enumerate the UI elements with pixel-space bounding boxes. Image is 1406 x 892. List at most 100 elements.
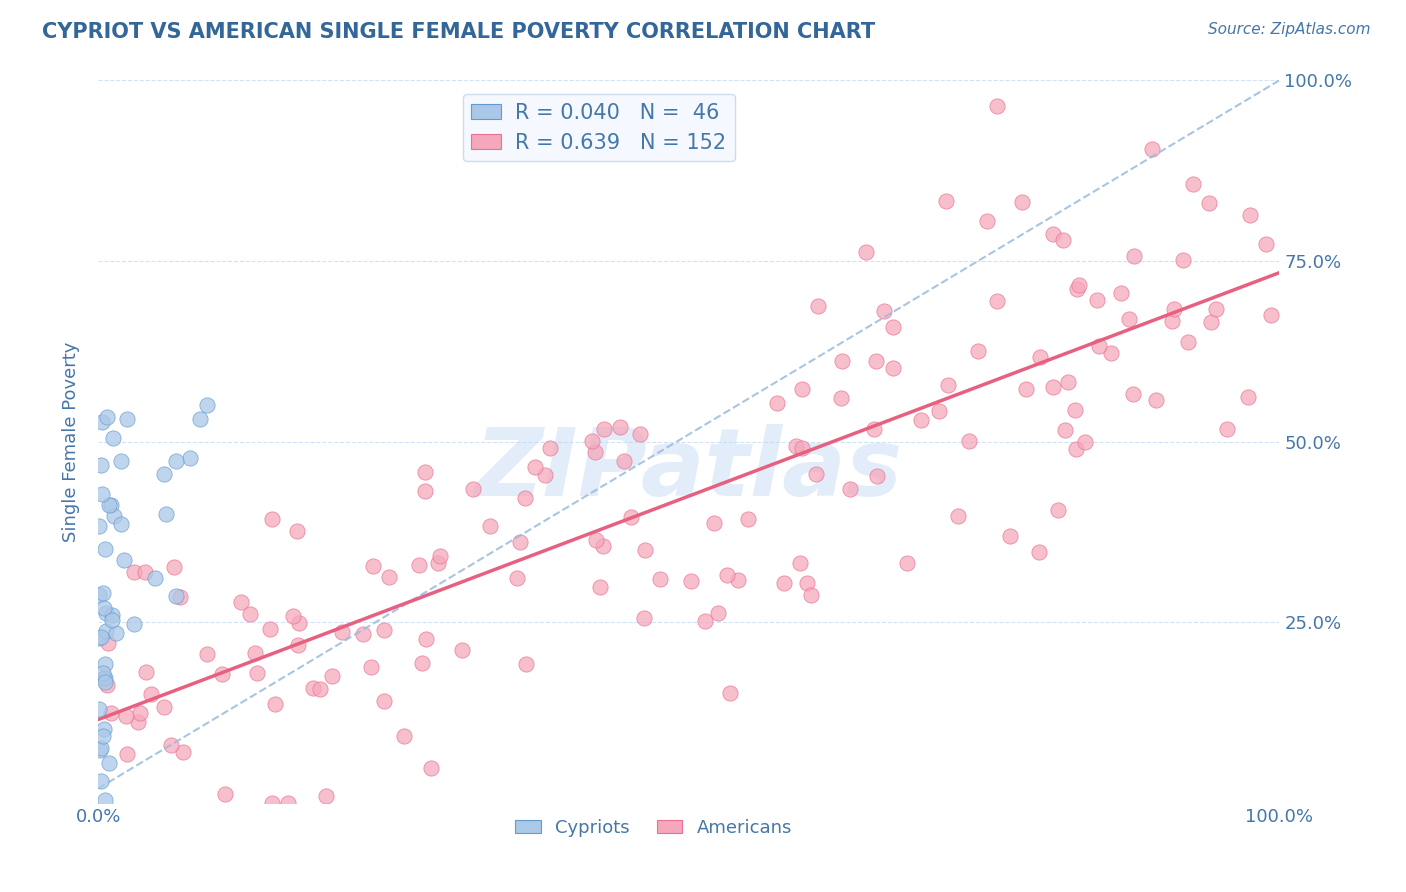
Point	[214, 787, 236, 801]
Point	[634, 543, 657, 558]
Point	[1085, 293, 1108, 308]
Point	[246, 666, 269, 681]
Point	[1237, 391, 1260, 405]
Point	[773, 575, 796, 590]
Point	[1254, 237, 1277, 252]
Point	[1074, 434, 1097, 449]
Point	[90, 630, 112, 644]
Point	[583, 444, 606, 458]
Point	[315, 789, 337, 803]
Point	[461, 482, 484, 496]
Point	[538, 442, 561, 456]
Point	[592, 540, 614, 554]
Point	[1057, 375, 1080, 389]
Point	[141, 687, 163, 701]
Point	[620, 509, 643, 524]
Point	[1087, 339, 1109, 353]
Point	[986, 294, 1008, 309]
Point	[1042, 227, 1064, 242]
Point	[285, 524, 308, 538]
Point	[415, 632, 437, 647]
Point	[195, 647, 218, 661]
Point	[1064, 403, 1087, 417]
Point	[936, 377, 959, 392]
Point	[135, 665, 157, 680]
Point	[93, 601, 115, 615]
Point	[807, 299, 830, 313]
Point	[94, 793, 117, 807]
Point	[93, 674, 115, 689]
Point	[1161, 314, 1184, 328]
Point	[1066, 282, 1088, 296]
Point	[101, 431, 124, 445]
Point	[873, 303, 896, 318]
Point	[910, 412, 932, 426]
Point	[264, 698, 287, 712]
Point	[1122, 387, 1144, 401]
Point	[93, 723, 115, 737]
Point	[94, 657, 117, 672]
Point	[94, 624, 117, 639]
Point	[100, 498, 122, 512]
Point	[609, 420, 631, 434]
Point	[195, 398, 218, 412]
Point	[143, 571, 166, 585]
Point	[806, 467, 828, 481]
Point	[309, 682, 332, 697]
Point	[523, 460, 546, 475]
Point	[882, 360, 904, 375]
Point	[785, 439, 807, 453]
Point	[1111, 285, 1133, 300]
Point	[169, 590, 191, 604]
Point	[1144, 393, 1167, 408]
Point	[179, 451, 201, 466]
Point	[101, 614, 124, 628]
Point	[693, 615, 716, 629]
Point	[100, 706, 122, 720]
Point	[1015, 382, 1038, 396]
Point	[789, 556, 811, 570]
Point	[172, 745, 194, 759]
Point	[287, 638, 309, 652]
Point	[727, 574, 749, 588]
Point	[1042, 380, 1064, 394]
Point	[855, 245, 877, 260]
Point	[766, 396, 789, 410]
Point	[411, 656, 433, 670]
Point	[1142, 142, 1164, 156]
Point	[790, 442, 813, 456]
Point	[98, 756, 121, 770]
Point	[1118, 312, 1140, 326]
Point	[165, 454, 187, 468]
Point	[830, 391, 852, 405]
Point	[796, 575, 818, 590]
Point	[581, 434, 603, 448]
Point	[862, 422, 884, 436]
Point	[413, 465, 436, 479]
Point	[127, 715, 149, 730]
Point	[104, 625, 127, 640]
Point	[703, 516, 725, 530]
Point	[450, 643, 472, 657]
Point	[613, 454, 636, 468]
Point	[1066, 442, 1088, 456]
Point	[211, 667, 233, 681]
Point	[589, 580, 612, 594]
Point	[373, 624, 395, 638]
Point	[87, 702, 110, 716]
Point	[413, 483, 436, 498]
Point	[650, 572, 672, 586]
Point	[896, 557, 918, 571]
Point	[509, 535, 531, 549]
Point	[287, 616, 309, 631]
Point	[110, 517, 132, 532]
Point	[737, 512, 759, 526]
Point	[1239, 208, 1261, 222]
Point	[110, 454, 132, 468]
Point	[262, 796, 284, 810]
Point	[260, 512, 283, 526]
Point	[1199, 315, 1222, 329]
Point	[94, 541, 117, 556]
Point	[866, 469, 889, 483]
Text: CYPRIOT VS AMERICAN SINGLE FEMALE POVERTY CORRELATION CHART: CYPRIOT VS AMERICAN SINGLE FEMALE POVERT…	[42, 22, 876, 42]
